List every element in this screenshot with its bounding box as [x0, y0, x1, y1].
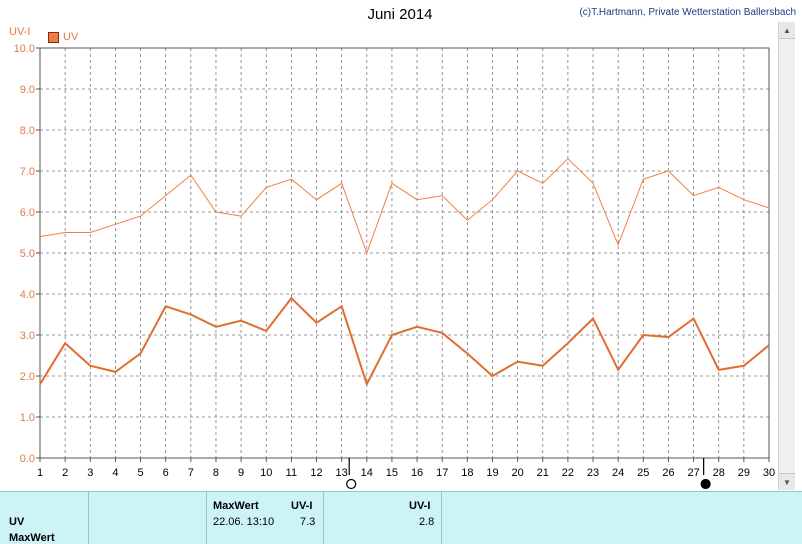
panel-divider — [441, 492, 442, 544]
scroll-up-arrow-icon[interactable]: ▲ — [779, 22, 795, 39]
y-tick-label: 0.0 — [20, 453, 35, 465]
x-tick-label: 6 — [163, 467, 169, 479]
max-timestamp: 22.06. 13:10 — [213, 516, 275, 528]
x-tick-label: 19 — [486, 467, 498, 479]
full-moon-icon — [346, 478, 357, 490]
x-tick-label: 21 — [537, 467, 549, 479]
panel-divider — [206, 492, 207, 544]
y-axis-label: UV-I — [9, 26, 31, 38]
series-line-daily-max — [39, 158, 770, 255]
x-tick-label: 28 — [713, 467, 725, 479]
x-tick-label: 25 — [637, 467, 649, 479]
x-tick-label: 16 — [411, 467, 423, 479]
x-tick-label: 10 — [260, 467, 272, 479]
x-tick-label: 29 — [738, 467, 750, 479]
y-tick-label: 2.0 — [20, 371, 35, 383]
x-tick-label: 24 — [612, 467, 624, 479]
x-tick-label: 9 — [238, 467, 244, 479]
x-tick-label: 13 — [336, 467, 348, 479]
legend-swatch — [48, 31, 59, 43]
row-label-maxwert: MaxWert — [9, 532, 55, 544]
mean-value: 2.8 — [419, 516, 435, 528]
y-tick-label: 8.0 — [20, 125, 35, 137]
x-tick-label: 7 — [188, 467, 194, 479]
info-panel: UV MaxWert MaxWert UV-I 22.06. 13:10 7.3… — [0, 491, 802, 544]
y-tick-label: 1.0 — [20, 412, 35, 424]
x-tick-label: 5 — [137, 467, 143, 479]
x-tick-label: 3 — [87, 467, 93, 479]
x-tick-label: 12 — [310, 467, 322, 479]
x-tick-label: 30 — [763, 467, 775, 479]
vertical-scrollbar[interactable]: ▲ ▼ — [778, 22, 795, 490]
mean-unit-header: UV-I — [409, 500, 431, 512]
x-tick-label: 17 — [436, 467, 448, 479]
copyright-label: (c)T.Hartmann, Private Wetterstation Bal… — [579, 7, 796, 18]
max-value: 7.3 — [300, 516, 316, 528]
x-tick-label: 1 — [37, 467, 43, 479]
x-tick-label: 18 — [461, 467, 473, 479]
x-tick-label: 14 — [361, 467, 373, 479]
panel-divider — [323, 492, 324, 544]
x-tick-label: 4 — [112, 467, 118, 479]
x-tick-label: 27 — [687, 467, 699, 479]
x-tick-label: 11 — [286, 467, 297, 479]
row-label-uv: UV — [9, 516, 25, 528]
chart-plot: 0.01.02.03.04.05.06.07.08.09.010.01 2 3 4 5 6… — [14, 43, 775, 490]
y-tick-label: 9.0 — [20, 84, 35, 96]
y-tick-label: 7.0 — [20, 166, 35, 178]
x-tick-label: 22 — [562, 467, 574, 479]
plot-frame — [39, 47, 770, 459]
chart-title: Juni 2014 — [367, 6, 433, 23]
y-tick-label: 10.0 — [14, 43, 35, 55]
x-tick-label: 20 — [511, 467, 523, 479]
x-tick-label: 2 — [62, 467, 68, 479]
x-tick-label: 15 — [386, 467, 398, 479]
panel-divider — [88, 492, 89, 544]
y-tick-label: 4.0 — [20, 289, 35, 301]
x-tick-label: 8 — [213, 467, 219, 479]
y-tick-label: 6.0 — [20, 207, 35, 219]
y-tick-label: 5.0 — [20, 248, 35, 260]
legend-label: UV — [63, 31, 79, 43]
x-tick-label: 23 — [587, 467, 599, 479]
series-line-daily-mean — [39, 296, 770, 387]
legend: UV — [48, 31, 78, 43]
scroll-down-arrow-icon[interactable]: ▼ — [779, 473, 795, 490]
max-unit-header: UV-I — [291, 500, 313, 512]
x-tick-label: 26 — [662, 467, 674, 479]
new-moon-icon — [700, 478, 711, 490]
y-tick-label: 3.0 — [20, 330, 35, 342]
max-header: MaxWert — [213, 500, 259, 512]
